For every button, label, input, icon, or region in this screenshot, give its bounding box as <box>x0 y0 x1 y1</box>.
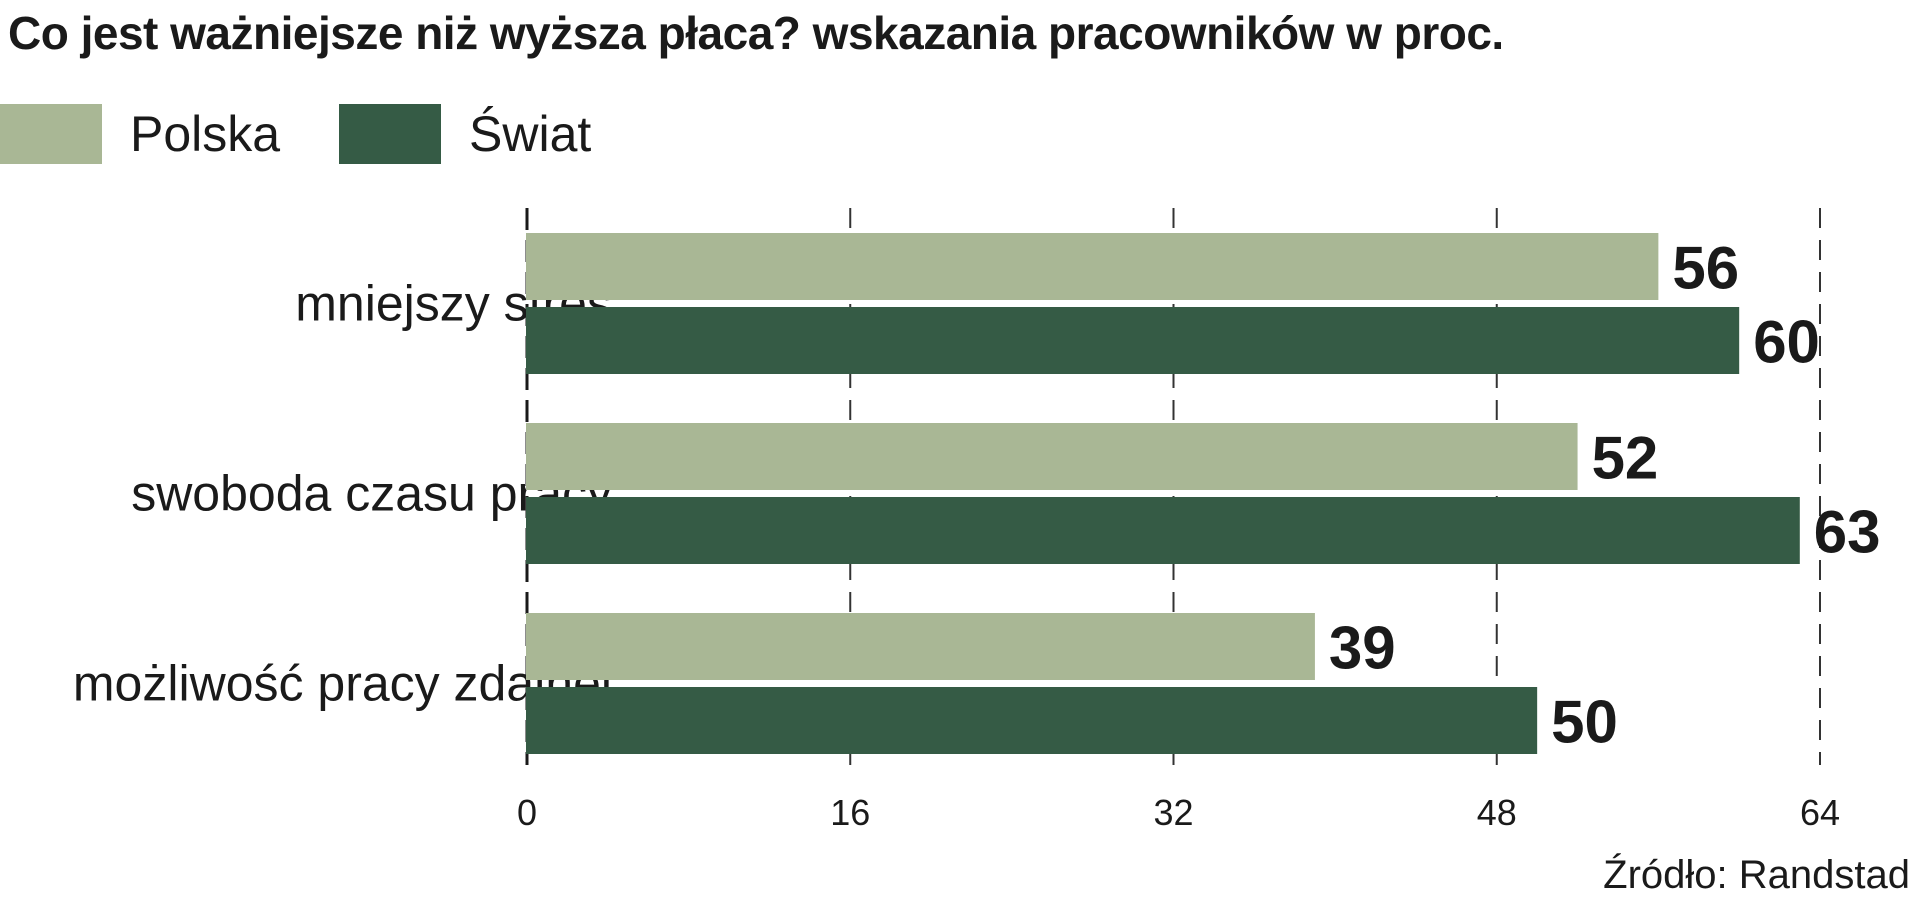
legend-swatch-polska <box>0 104 102 164</box>
bar-swiat-swoboda-czasu-pracy <box>526 497 1800 564</box>
value-label-polska-mniejszy-stres: 56 <box>1672 235 1739 302</box>
tick-label-0: 0 <box>517 792 537 833</box>
bar-polska-swoboda-czasu-pracy <box>526 423 1578 490</box>
source-note: Źródło: Randstad <box>1603 853 1910 897</box>
bar-swiat-mozliwosc-pracy-zdalnej <box>526 687 1538 754</box>
tick-label-32: 32 <box>1153 792 1193 833</box>
chart-title: Co jest ważniejsze niż wyższa płaca? wsk… <box>8 7 1504 59</box>
legend-label-swiat: Świat <box>469 106 592 162</box>
bar-polska-mozliwosc-pracy-zdalnej <box>526 613 1315 680</box>
value-label-swiat-swoboda-czasu-pracy: 63 <box>1814 499 1881 566</box>
legend-item-polska: Polska <box>0 104 280 164</box>
tick-label-64: 64 <box>1800 792 1840 833</box>
value-label-swiat-mniejszy-stres: 60 <box>1753 309 1820 376</box>
legend-item-swiat: Świat <box>339 104 591 164</box>
value-label-swiat-mozliwosc-pracy-zdalnej: 50 <box>1551 689 1618 756</box>
bar-swiat-mniejszy-stres <box>526 307 1740 374</box>
legend-label-polska: Polska <box>130 106 281 162</box>
tick-label-48: 48 <box>1477 792 1517 833</box>
category-label-mozliwosc-pracy-zdalnej: możliwość pracy zdalnej <box>73 656 612 712</box>
bar-polska-mniejszy-stres <box>526 233 1659 300</box>
legend-swatch-swiat <box>339 104 441 164</box>
value-label-polska-swoboda-czasu-pracy: 52 <box>1592 425 1659 492</box>
value-label-polska-mozliwosc-pracy-zdalnej: 39 <box>1329 615 1396 682</box>
tick-label-16: 16 <box>830 792 870 833</box>
